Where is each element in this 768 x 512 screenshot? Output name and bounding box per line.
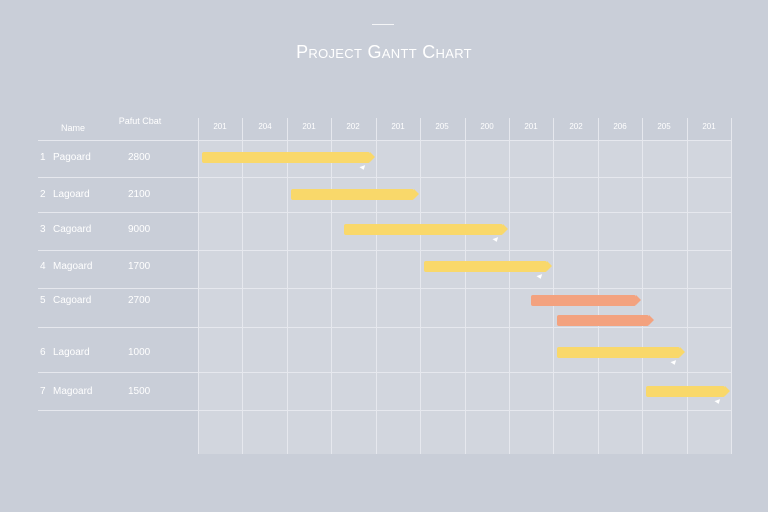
timeline-tick-label: 201 [302,122,316,131]
task-index: 3 [40,224,46,235]
task-name: Cagoard [53,295,92,306]
task-value: 1000 [128,347,151,358]
task-value: 9000 [128,224,151,235]
task-name: Cagoard [53,224,92,235]
timeline-tick-label: 206 [613,122,627,131]
task-index: 7 [40,386,46,397]
column-line [687,118,688,454]
column-line [242,118,243,454]
column-line [509,118,510,454]
task-name: Pagoard [53,152,91,163]
timeline-tick-label: 201 [524,122,538,131]
task-index: 6 [40,347,46,358]
row-separator [38,177,731,178]
task-bar [344,224,508,235]
timeline-tick-label: 202 [569,122,583,131]
task-value: 2700 [128,295,151,306]
row-separator [38,250,731,251]
task-name: Lagoard [53,189,90,200]
task-value: 2100 [128,189,151,200]
task-index: 5 [40,295,46,306]
chart-title: Project Gantt Chart [296,42,472,62]
timeline-tick-label: 204 [258,122,272,131]
task-value: 1700 [128,261,151,272]
column-line [642,118,643,454]
timeline-tick-label: 201 [391,122,405,131]
column-line [465,118,466,454]
column-line [731,118,732,454]
task-value: 1500 [128,386,151,397]
row-separator [38,288,731,289]
timeline-tick-label: 201 [702,122,716,131]
value-column-header: Pafut Cbat [118,116,162,126]
column-line [376,118,377,454]
task-index: 1 [40,152,46,163]
timeline-tick-label: 205 [435,122,449,131]
column-line [598,118,599,454]
task-index: 2 [40,189,46,200]
task-name: Lagoard [53,347,90,358]
row-separator [38,327,731,328]
timeline-tick-label: 200 [480,122,494,131]
task-bar [557,315,654,326]
name-column-header: Name [60,123,85,133]
task-bar [646,386,730,397]
task-bar [291,189,419,200]
row-separator [38,372,731,373]
column-line [420,118,421,454]
task-name: Magoard [53,386,93,397]
column-line [331,118,332,454]
task-value: 2800 [128,152,151,163]
task-name: Magoard [53,261,93,272]
column-line [553,118,554,454]
row-separator [38,212,731,213]
row-separator [38,410,731,411]
task-bar [424,261,552,272]
timeline-tick-label: 202 [346,122,360,131]
timeline-tick-label: 205 [657,122,671,131]
task-bar [531,295,641,306]
timeline-tick-label: 201 [213,122,227,131]
task-bar [202,152,375,163]
task-bar [557,347,685,358]
title-rule [372,24,394,25]
task-index: 4 [40,261,46,272]
header-rule [38,140,731,141]
column-line [198,118,199,454]
column-line [287,118,288,454]
